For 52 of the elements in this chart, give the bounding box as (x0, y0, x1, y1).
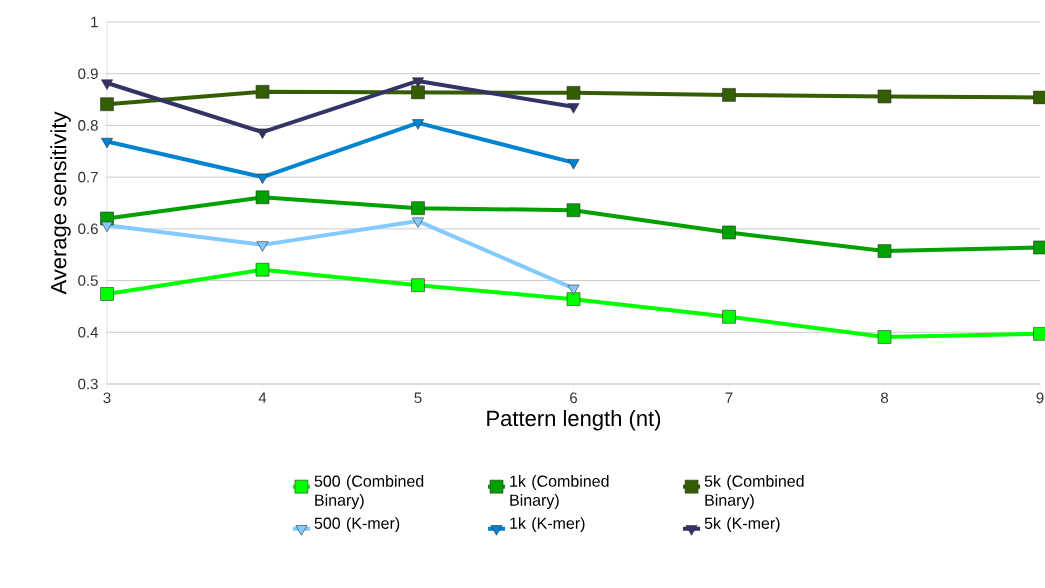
point (412, 77, 424, 88)
legend-label: 5k (K-mer) (704, 517, 780, 533)
y-tick-label: 0.4 (78, 326, 99, 338)
x-tick-label: 7 (725, 392, 733, 403)
point (101, 137, 113, 149)
point (255, 262, 270, 277)
point (567, 284, 580, 296)
y-tick-label: 0.7 (78, 171, 98, 183)
point (566, 86, 581, 100)
point (411, 278, 425, 293)
y-tick-label: 1 (91, 16, 98, 28)
point (566, 203, 581, 218)
legend-label: 1k (Combined Binary) (510, 475, 609, 509)
point (722, 225, 736, 240)
point (101, 79, 113, 90)
point (567, 159, 580, 170)
x-axis-title: Pattern length (nt) (487, 410, 661, 431)
point (256, 128, 269, 139)
point (256, 241, 269, 252)
point (256, 173, 269, 184)
x-tick-label: 5 (414, 392, 422, 403)
y-tick-label: 0.8 (78, 120, 98, 131)
point (101, 221, 113, 233)
x-tick-label: 9 (1036, 392, 1044, 404)
point (255, 85, 270, 99)
point (566, 292, 581, 306)
point (877, 330, 892, 344)
x-tick-label: 6 (570, 392, 578, 404)
point (877, 89, 892, 104)
y-tick-label: 0.6 (78, 223, 98, 235)
point (411, 85, 425, 100)
point (722, 88, 736, 102)
legend-label: 1k (K-mer) (510, 517, 585, 533)
point (255, 190, 270, 205)
x-tick-label: 8 (880, 392, 889, 404)
legend-label: 5k (Combined Binary) (704, 475, 804, 509)
legend-label: 500 (K-mer) (314, 517, 400, 533)
point (567, 103, 580, 114)
y-axis-title: Average sensitivity (50, 111, 71, 295)
x-tick-label: 3 (103, 392, 111, 404)
point (100, 287, 114, 301)
point (100, 97, 114, 112)
point (412, 119, 424, 130)
point (722, 309, 736, 324)
point (877, 244, 892, 258)
x-tick-label: 4 (258, 392, 267, 403)
y-tick-label: 0.3 (78, 378, 98, 390)
point (411, 201, 425, 215)
legend-label: 500 (Combined Binary) (314, 475, 424, 509)
y-tick-label: 0.5 (78, 275, 98, 286)
y-tick-label: 0.9 (78, 68, 98, 80)
point (412, 217, 424, 228)
